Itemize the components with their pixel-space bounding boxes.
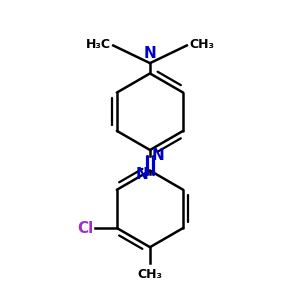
Text: N: N — [144, 46, 156, 61]
Text: N: N — [152, 148, 165, 163]
Text: CH₃: CH₃ — [189, 38, 214, 50]
Text: CH₃: CH₃ — [137, 268, 163, 281]
Text: H₃C: H₃C — [86, 38, 111, 50]
Text: Cl: Cl — [77, 220, 93, 236]
Text: N: N — [135, 167, 148, 182]
